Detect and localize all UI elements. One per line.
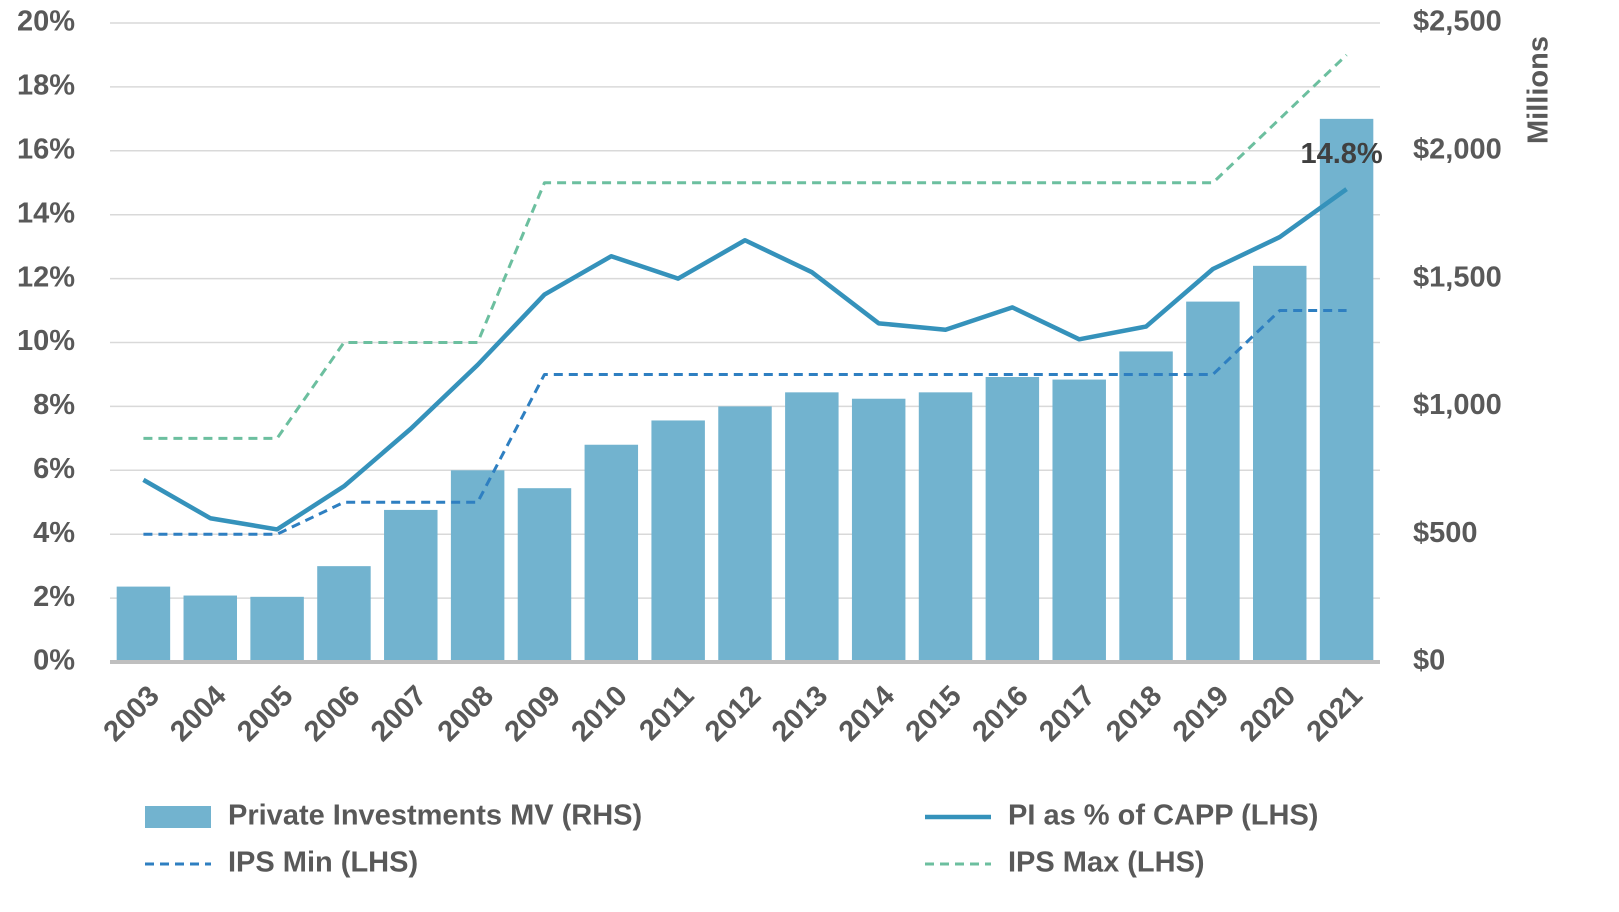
y-tick-label: 0%: [33, 645, 75, 677]
x-tick-label: 2007: [365, 680, 433, 748]
x-tick-label: 2011: [633, 680, 700, 747]
x-tick-label: 2014: [833, 680, 901, 748]
x-tick-label: 2010: [565, 680, 633, 748]
x-tick-label: 2018: [1100, 680, 1168, 748]
bar: [851, 398, 906, 662]
y-tick-label: 8%: [33, 389, 75, 421]
y2-tick-label: $2,000: [1413, 133, 1502, 165]
bar: [1186, 301, 1240, 662]
bar: [1052, 379, 1106, 662]
y2-tick-label: $1,000: [1413, 389, 1502, 421]
line-series: [142, 187, 1348, 532]
bar: [1119, 351, 1173, 662]
x-tick-label: 2008: [432, 680, 500, 748]
legend-label: PI as % of CAPP (LHS): [1008, 800, 1318, 832]
y2-axis-label: Millions: [1523, 36, 1555, 144]
x-tick-label: 2020: [1234, 680, 1302, 748]
x-tick-label: 2012: [699, 680, 767, 748]
bar: [918, 392, 973, 662]
bar: [985, 377, 1040, 662]
bar: [384, 509, 438, 662]
bar: [183, 595, 237, 662]
bar: [1253, 265, 1307, 662]
x-tick-label: 2016: [966, 680, 1034, 748]
y2-tick-label: $0: [1413, 645, 1445, 677]
bar: [517, 488, 572, 662]
x-tick-label: 2019: [1167, 680, 1235, 748]
y2-tick-label: $1,500: [1413, 261, 1502, 293]
bar: [450, 470, 505, 662]
y-tick-label: 6%: [33, 453, 75, 485]
line-series: [143, 309, 1347, 536]
legend-label: IPS Max (LHS): [1008, 847, 1205, 879]
bar: [1319, 118, 1374, 663]
x-tick-label: 2013: [766, 680, 834, 748]
y-tick-label: 12%: [17, 261, 75, 293]
x-tick-label: 2017: [1033, 680, 1101, 748]
bar: [785, 392, 839, 662]
bar: [718, 406, 772, 662]
bar: [317, 566, 371, 662]
legend-swatch: [145, 806, 211, 828]
legend-label: Private Investments MV (RHS): [228, 800, 642, 832]
bar: [250, 596, 304, 662]
legend-label: IPS Min (LHS): [228, 847, 418, 879]
y2-tick-label: $2,500: [1413, 6, 1502, 38]
bar: [584, 444, 639, 662]
bar: [116, 586, 171, 662]
y2-tick-label: $500: [1413, 517, 1478, 549]
y-tick-label: 14%: [17, 197, 75, 229]
y-tick-label: 10%: [17, 325, 75, 357]
y-tick-label: 16%: [17, 133, 75, 165]
annotation: 14.8%: [1300, 138, 1382, 170]
y-tick-label: 18%: [17, 70, 75, 102]
x-tick-label: 2009: [499, 680, 567, 748]
x-tick-label: 2005: [231, 680, 299, 748]
y-tick-label: 2%: [33, 581, 75, 613]
x-tick-label: 2006: [298, 680, 366, 748]
bar: [651, 420, 705, 662]
y-tick-label: 4%: [33, 517, 75, 549]
x-tick-label: 2003: [98, 680, 166, 748]
x-tick-label: 2021: [1301, 680, 1369, 748]
line-series: [143, 53, 1348, 440]
y-tick-label: 20%: [17, 6, 75, 38]
x-tick-label: 2004: [164, 680, 232, 748]
x-tick-label: 2015: [900, 680, 968, 748]
